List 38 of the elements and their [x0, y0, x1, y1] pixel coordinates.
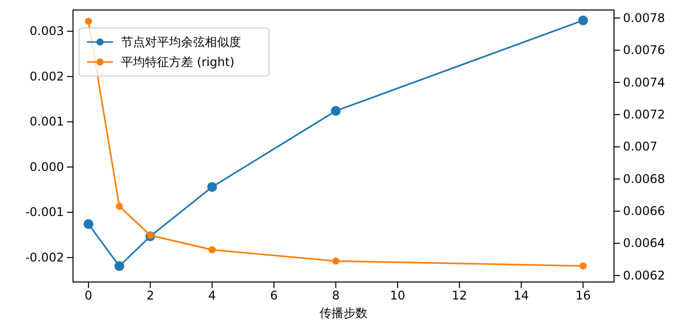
y-tick-label: 0.003: [30, 24, 64, 38]
point: [208, 246, 216, 254]
point: [578, 16, 588, 26]
y-tick-label: -0.002: [25, 250, 64, 264]
x-tick-label: 4: [208, 288, 216, 303]
y2-tick-label: 0.0064: [623, 236, 665, 250]
point: [330, 106, 341, 116]
x-tick-label: 12: [452, 288, 468, 303]
y2-tick-label: 0.0074: [623, 75, 665, 90]
y-tick-label: -0.001: [25, 205, 64, 220]
y2-tick-label: 0.0062: [623, 268, 665, 282]
y2-tick-label: 0.0072: [623, 107, 665, 122]
point: [146, 232, 154, 239]
x-axis-title: 传播步数: [320, 306, 368, 320]
point: [84, 18, 92, 25]
y2-tick-label: 0.0068: [623, 172, 665, 186]
y-tick-label: 0.001: [30, 114, 64, 129]
point: [580, 262, 587, 270]
point: [114, 261, 124, 272]
point: [84, 219, 94, 229]
x-tick-label: 6: [270, 288, 278, 303]
x-tick-label: 0: [84, 288, 92, 303]
y-tick-label: 0.002: [30, 69, 64, 84]
y2-tick-label: 0.0066: [623, 204, 665, 218]
legend-label: 节点对平均余弦相似度: [121, 35, 241, 49]
y2-tick-label: 0.0078: [623, 10, 665, 25]
legend-label: 平均特征方差 (right): [121, 55, 234, 69]
x-tick-label: 8: [332, 288, 340, 303]
point: [207, 182, 217, 192]
y2-tick-label: 0.0076: [623, 43, 665, 58]
x-tick-label: 16: [575, 288, 591, 303]
x-tick-label: 2: [146, 288, 154, 303]
x-tick-label: 14: [514, 288, 529, 303]
x-tick-label: 10: [390, 288, 406, 303]
point: [332, 258, 340, 265]
y-tick-label: 0.000: [30, 160, 64, 174]
y2-tick-label: 0.007: [623, 140, 658, 154]
point: [116, 202, 123, 210]
